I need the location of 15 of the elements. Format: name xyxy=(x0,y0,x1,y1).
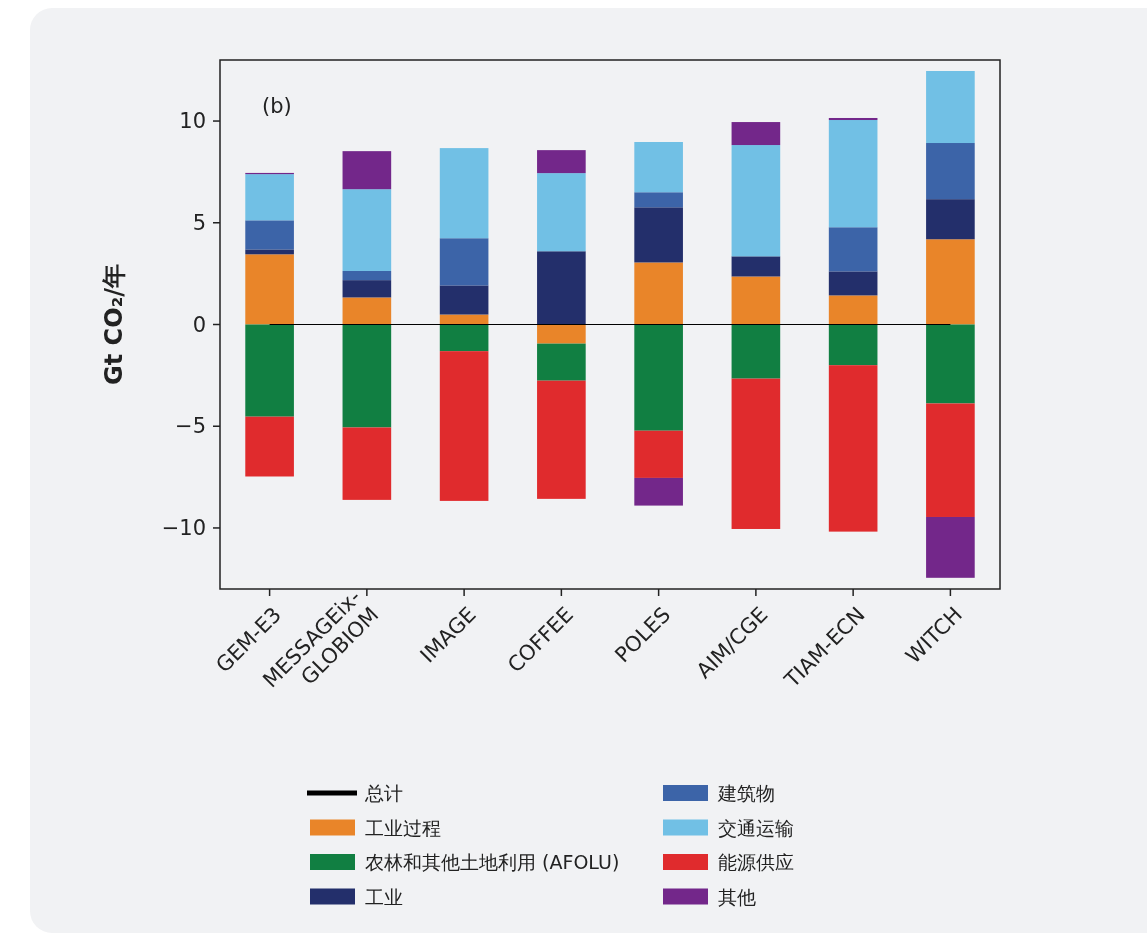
legend-label: 建筑物 xyxy=(717,782,775,804)
legend-label: 工业过程 xyxy=(365,816,441,839)
y-tick-label: −10 xyxy=(161,515,206,540)
y-tick-label: 0 xyxy=(192,312,206,337)
y-tick-label: −5 xyxy=(175,414,206,439)
legend-label: 交通运输 xyxy=(718,816,794,839)
legend-label: 农林和其他土地利用 (AFOLU) xyxy=(365,851,620,873)
legend-label: 工业 xyxy=(365,885,403,908)
legend-label: 能源供应 xyxy=(718,851,794,873)
y-axis-title: Gt CO₂/年 xyxy=(100,264,128,385)
annotation: (b) xyxy=(262,94,292,118)
y-tick-label: 5 xyxy=(192,210,206,235)
legend-label: 总计 xyxy=(364,782,403,804)
legend-label: 其他 xyxy=(718,885,756,908)
y-tick-label: 10 xyxy=(179,109,206,134)
